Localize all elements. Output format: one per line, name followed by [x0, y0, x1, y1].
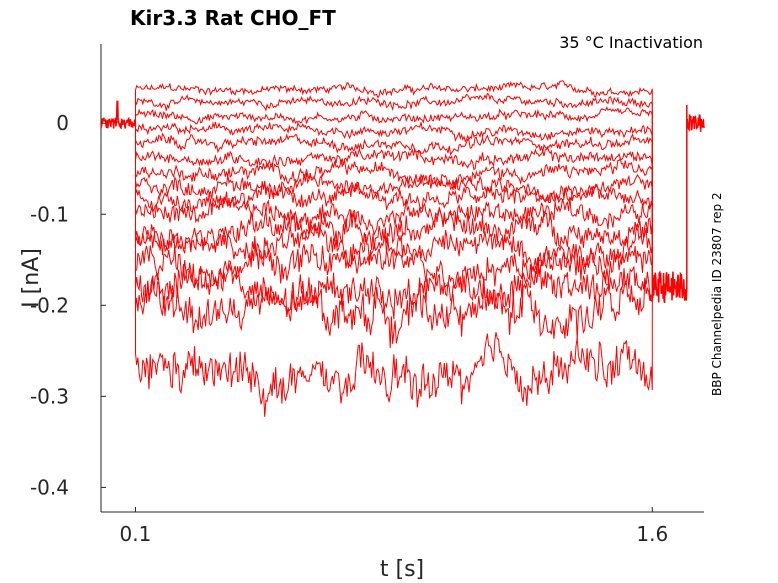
current-trace	[135, 123, 653, 288]
current-trace	[135, 123, 653, 288]
current-trace	[135, 123, 653, 288]
y-tick-label: -0.2	[30, 293, 69, 317]
current-trace	[135, 123, 653, 288]
traces	[100, 80, 705, 417]
ticks: 0 -0.1 -0.2 -0.3 -0.4 0.1 1.6	[30, 111, 668, 546]
y-tick-label: 0	[56, 111, 69, 135]
current-trace	[135, 123, 653, 417]
current-trace	[135, 80, 653, 288]
condition-annotation: 35 °C Inactivation	[559, 33, 703, 52]
current-trace	[135, 106, 653, 288]
axes	[100, 44, 704, 513]
current-trace	[135, 123, 653, 349]
current-trace	[135, 123, 653, 291]
y-tick-label: -0.4	[30, 475, 69, 499]
current-trace	[135, 123, 653, 322]
current-trace	[135, 123, 653, 288]
current-trace	[135, 92, 653, 288]
holding-trace	[100, 100, 137, 130]
y-tick-label: -0.1	[30, 202, 69, 226]
side-label: BBP Channelpedia ID 23807 rep 2	[710, 192, 724, 396]
current-trace	[135, 121, 653, 288]
x-tick-label: 0.1	[120, 522, 152, 546]
chart-title: Kir3.3 Rat CHO_FT	[130, 6, 336, 30]
x-tick-label: 1.6	[636, 522, 668, 546]
current-trace	[135, 123, 653, 288]
tail-trace	[651, 105, 705, 304]
y-axis-label: I [nA]	[19, 248, 44, 308]
y-tick-label: -0.3	[30, 384, 69, 408]
current-trace	[135, 123, 653, 288]
x-axis-label: t [s]	[380, 557, 424, 582]
